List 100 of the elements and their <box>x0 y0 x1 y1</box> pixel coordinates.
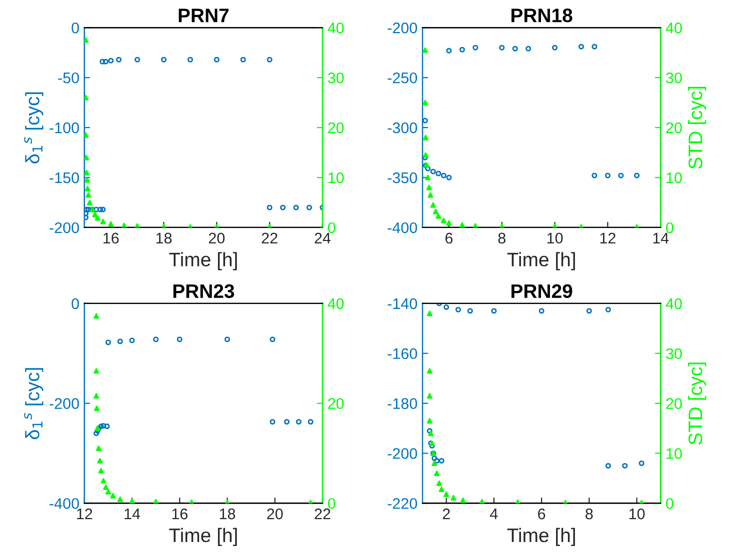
y-tick-label: -400 <box>50 498 79 509</box>
x-tick-label: 12 <box>77 508 92 520</box>
x-tick-label: 16 <box>104 232 119 244</box>
y2-tick-label: 20 <box>328 122 344 134</box>
point <box>425 174 431 180</box>
y2-tick-label: 10 <box>328 172 344 184</box>
point <box>103 484 109 490</box>
y2-tick-label: 10 <box>666 172 682 184</box>
x-tick-label: 10 <box>547 232 563 244</box>
y2-tick-label: 0 <box>328 498 336 509</box>
point <box>94 393 100 399</box>
chart-title: PRN7 <box>178 8 229 22</box>
x-tick-label: 18 <box>156 232 172 244</box>
point <box>432 460 438 466</box>
x-tick-label: 22 <box>262 232 278 244</box>
point <box>134 223 140 228</box>
point <box>86 200 92 206</box>
point <box>436 480 442 486</box>
y-tick-label: -300 <box>388 122 418 134</box>
y-tick-label: -150 <box>50 172 79 184</box>
point <box>422 100 428 106</box>
x-tick-label: 20 <box>267 508 283 520</box>
point <box>444 491 450 498</box>
point <box>105 488 111 495</box>
y2-tick-label: 10 <box>666 448 682 459</box>
point <box>426 310 432 316</box>
x-tick-label: 10 <box>629 508 645 520</box>
y2-tick-label: 30 <box>666 348 682 360</box>
point <box>426 393 432 399</box>
x-tick-label: 6 <box>445 232 453 244</box>
point <box>426 368 432 374</box>
y2-tick-label: 30 <box>328 72 344 84</box>
x-tick-label: 2 <box>442 508 450 520</box>
y-tick-label: -200 <box>388 448 418 459</box>
chart-title: PRN23 <box>173 284 234 298</box>
x-tick-label: 8 <box>586 508 593 520</box>
x-tick-label: 16 <box>172 508 188 520</box>
y-axis-title: δ$_{1}$$^{s}$ [cyc] <box>24 368 44 440</box>
point <box>460 497 466 504</box>
point <box>121 222 127 228</box>
chart-title: PRN18 <box>512 8 572 22</box>
point <box>98 468 104 474</box>
y2-tick-label: 40 <box>666 22 682 34</box>
point <box>422 152 428 158</box>
point <box>428 430 434 436</box>
y2-tick-label: 20 <box>666 122 682 134</box>
point <box>428 192 434 198</box>
point <box>84 170 90 176</box>
x-axis-title: Time [h] <box>169 252 237 270</box>
y2-tick-label: 20 <box>666 398 682 410</box>
x-tick-label: 24 <box>314 232 331 244</box>
point <box>430 202 436 208</box>
point <box>426 184 432 190</box>
y2-tick-label: 20 <box>328 398 344 410</box>
point <box>94 313 100 319</box>
y2-axis-title: STD [cyc] <box>688 86 706 169</box>
point <box>94 368 100 374</box>
point <box>96 446 102 452</box>
point <box>94 215 100 221</box>
y-tick-label: -350 <box>388 172 418 184</box>
y-tick-label: -140 <box>388 298 418 310</box>
y-tick-label: -200 <box>50 222 79 234</box>
x-axis-title: Time [h] <box>507 528 575 546</box>
y-tick-label: -250 <box>388 72 418 84</box>
point <box>84 37 89 43</box>
point <box>84 186 90 192</box>
point <box>440 218 446 224</box>
x-tick-label: 12 <box>600 232 616 244</box>
y-tick-label: 0 <box>72 298 79 310</box>
point <box>450 494 456 501</box>
point <box>97 458 103 464</box>
y2-tick-label: 0 <box>666 498 674 509</box>
x-tick-label: 8 <box>498 232 506 244</box>
y-tick-label: -200 <box>50 398 79 410</box>
point <box>432 208 439 214</box>
y2-tick-label: 0 <box>666 222 674 234</box>
point <box>436 213 442 219</box>
y2-tick-label: 40 <box>666 298 682 310</box>
point <box>94 406 100 412</box>
point <box>84 132 89 138</box>
y-tick-label: -200 <box>388 22 418 34</box>
point <box>100 478 106 484</box>
x-axis-title: Time [h] <box>169 528 237 546</box>
point <box>86 192 92 198</box>
y-tick-label: -100 <box>50 122 79 134</box>
x-tick-label: 14 <box>653 232 669 244</box>
y-tick-label: -180 <box>388 398 418 410</box>
x-tick-label: 18 <box>220 508 236 520</box>
x-tick-label: 4 <box>490 508 498 520</box>
x-tick-label: 20 <box>208 232 225 244</box>
x-tick-label: 22 <box>314 508 330 520</box>
point <box>92 212 98 218</box>
point <box>434 470 440 476</box>
y2-tick-label: 30 <box>666 72 682 84</box>
y2-tick-label: 40 <box>328 298 344 310</box>
y-tick-label: -50 <box>58 72 79 84</box>
point <box>84 154 90 160</box>
y-tick-label: -220 <box>388 498 418 509</box>
point <box>84 177 90 183</box>
y-tick-label: -160 <box>388 348 418 360</box>
